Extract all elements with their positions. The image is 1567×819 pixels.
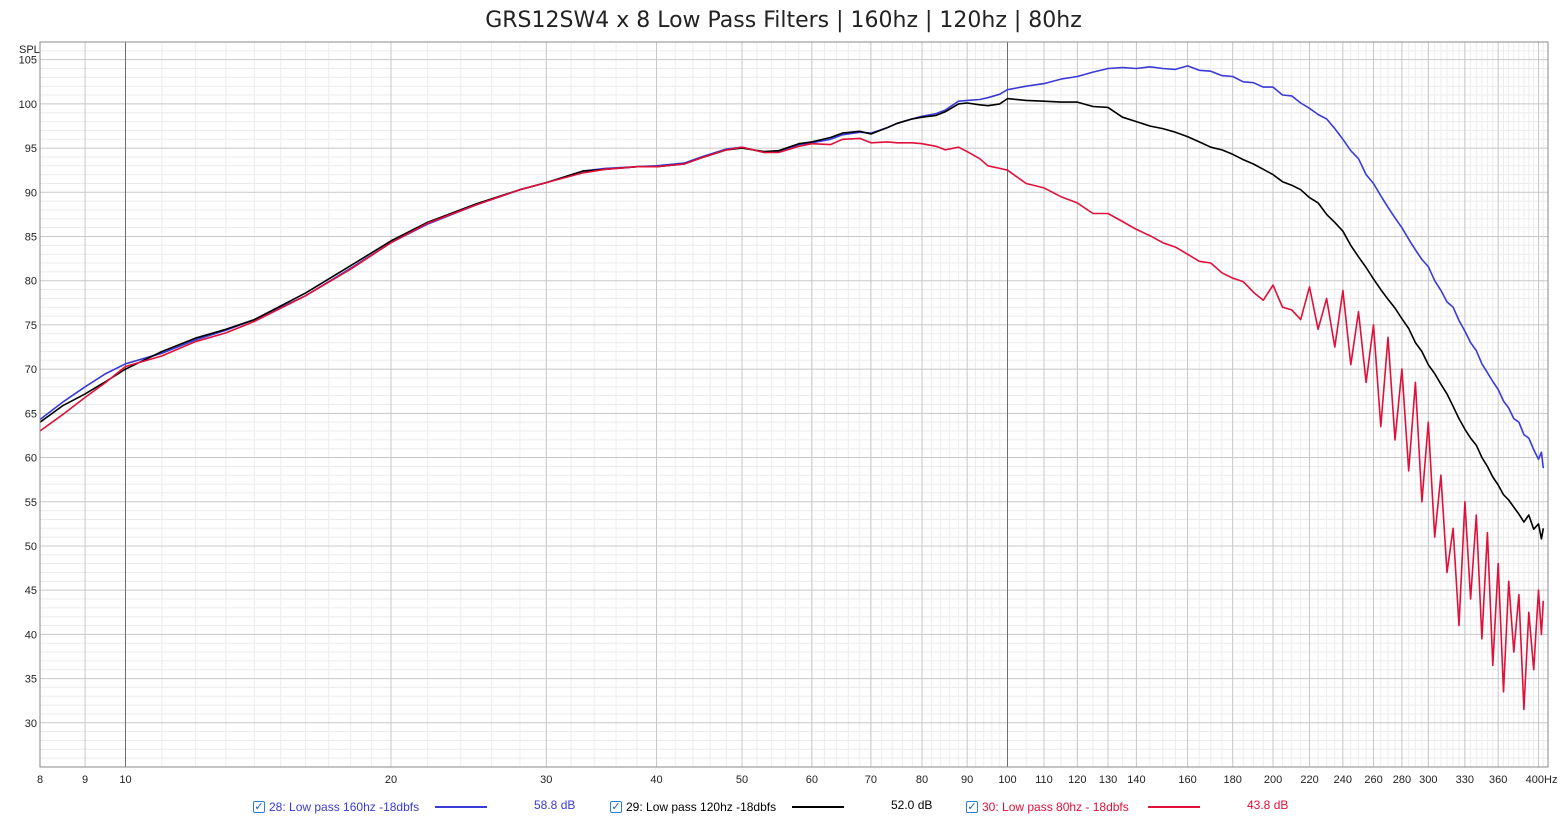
x-tick-label: 140 <box>1127 774 1145 786</box>
x-tick-label: 8 <box>37 774 43 786</box>
legend-checkbox-icon[interactable]: ✓ <box>966 801 978 813</box>
x-tick-label: 110 <box>1035 774 1053 786</box>
y-tick-label: 50 <box>25 541 37 553</box>
legend-swatch <box>1148 806 1200 808</box>
x-tick-label: 400Hz <box>1526 774 1558 786</box>
y-tick-label: 30 <box>25 718 37 730</box>
y-tick-label: 80 <box>25 276 37 288</box>
y-tick-label: 75 <box>25 320 37 332</box>
y-tick-label: 60 <box>25 453 37 465</box>
series-layer <box>39 65 1545 711</box>
y-tick-label: 105 <box>19 55 37 67</box>
x-tick-label: 100 <box>998 774 1016 786</box>
x-tick-label: 10 <box>119 774 131 786</box>
y-tick-label: 35 <box>25 674 37 686</box>
frequency-response-plot: 8 9 10 20 30 40 50 60 70 80 90 100 110 120 130 140 160 18… <box>19 41 1558 786</box>
legend-checkbox-icon[interactable]: ✓ <box>610 801 622 813</box>
y-axis-label: SPL <box>19 44 40 56</box>
legend-item-1[interactable]: ✓ 28: Low pass 160hz -18dbfs <box>253 798 419 816</box>
major-gridlines <box>39 42 1548 767</box>
y-tick-label: 70 <box>25 364 37 376</box>
legend-value-label: 43.8 dB <box>1247 798 1289 812</box>
x-tick-label: 360 <box>1489 774 1507 786</box>
x-tick-label: 50 <box>736 774 748 786</box>
x-tick-label: 200 <box>1264 774 1282 786</box>
x-tick-label: 80 <box>916 774 928 786</box>
x-tick-label: 20 <box>385 774 397 786</box>
x-tick-label: 60 <box>806 774 818 786</box>
x-tick-label: 160 <box>1178 774 1196 786</box>
y-tick-label: 85 <box>25 232 37 244</box>
x-axis-ticks: 8 9 10 20 30 40 50 60 70 80 90 100 110 120 130 140 160 18… <box>37 774 1558 786</box>
x-tick-label: 330 <box>1456 774 1474 786</box>
y-tick-label: 100 <box>19 99 37 111</box>
x-tick-label: 260 <box>1364 774 1382 786</box>
x-tick-label: 40 <box>650 774 662 786</box>
y-tick-label: 95 <box>25 143 37 155</box>
chart-title: GRS12SW4 x 8 Low Pass Filters | 160hz | … <box>485 8 1082 33</box>
x-tick-label: 120 <box>1068 774 1086 786</box>
legend-swatch <box>792 806 844 808</box>
legend-value-label: 58.8 dB <box>534 798 576 812</box>
y-tick-label: 40 <box>25 629 37 641</box>
x-tick-label: 70 <box>865 774 877 786</box>
y-tick-label: 55 <box>25 497 37 509</box>
x-tick-label: 9 <box>82 774 88 786</box>
legend-series-label: 30: Low pass 80hz - 18dbfs <box>982 800 1129 814</box>
minor-gridlines <box>40 41 1548 767</box>
series-line-3 <box>39 137 1545 711</box>
y-tick-label: 90 <box>25 187 37 199</box>
legend-series-label: 28: Low pass 160hz -18dbfs <box>269 800 420 814</box>
x-tick-label: 90 <box>961 774 973 786</box>
legend-swatch <box>435 806 487 808</box>
legend-checkbox-icon[interactable]: ✓ <box>253 801 265 813</box>
x-tick-label: 300 <box>1419 774 1437 786</box>
x-tick-label: 130 <box>1099 774 1117 786</box>
legend-value-label: 52.0 dB <box>891 798 933 812</box>
y-axis-ticks: 30 35 40 45 50 55 60 65 70 75 80 85 90 95 100 105 <box>19 55 37 730</box>
y-tick-label: 65 <box>25 408 37 420</box>
x-tick-label: 30 <box>540 774 552 786</box>
y-tick-label: 45 <box>25 585 37 597</box>
x-tick-label: 220 <box>1300 774 1318 786</box>
x-tick-label: 180 <box>1223 774 1241 786</box>
legend-item-3[interactable]: ✓ 30: Low pass 80hz - 18dbfs <box>966 798 1129 816</box>
legend-series-label: 29: Low pass 120hz -18dbfs <box>626 800 777 814</box>
legend-item-2[interactable]: ✓ 29: Low pass 120hz -18dbfs <box>610 798 776 816</box>
legend: ✓ 28: Low pass 160hz -18dbfs 58.8 dB ✓ 29: L… <box>0 798 1567 818</box>
x-tick-label: 280 <box>1393 774 1411 786</box>
x-tick-label: 240 <box>1334 774 1352 786</box>
plot-frame <box>39 41 1549 768</box>
